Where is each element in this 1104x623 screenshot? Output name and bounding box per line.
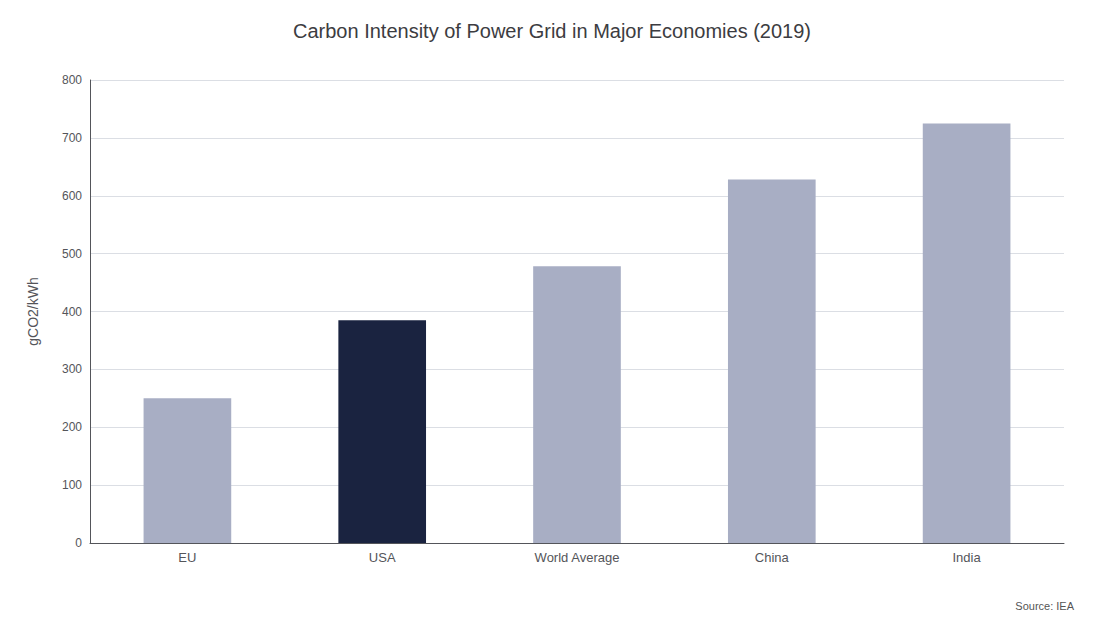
svg-text:Carbon Intensity of Power Grid: Carbon Intensity of Power Grid in Major …	[293, 20, 811, 42]
svg-text:100: 100	[62, 478, 82, 492]
svg-text:600: 600	[62, 189, 82, 203]
svg-text:300: 300	[62, 362, 82, 376]
svg-text:500: 500	[62, 247, 82, 261]
svg-text:800: 800	[62, 73, 82, 87]
svg-text:China: China	[755, 550, 790, 565]
svg-text:400: 400	[62, 305, 82, 319]
svg-text:0: 0	[75, 536, 82, 550]
svg-text:EU: EU	[178, 550, 196, 565]
svg-text:World Average: World Average	[535, 550, 620, 565]
svg-text:Source: IEA: Source: IEA	[1015, 600, 1074, 612]
svg-text:India: India	[952, 550, 981, 565]
svg-text:gCO2/kWh: gCO2/kWh	[25, 277, 41, 345]
svg-text:700: 700	[62, 131, 82, 145]
svg-text:200: 200	[62, 420, 82, 434]
svg-text:USA: USA	[369, 550, 396, 565]
